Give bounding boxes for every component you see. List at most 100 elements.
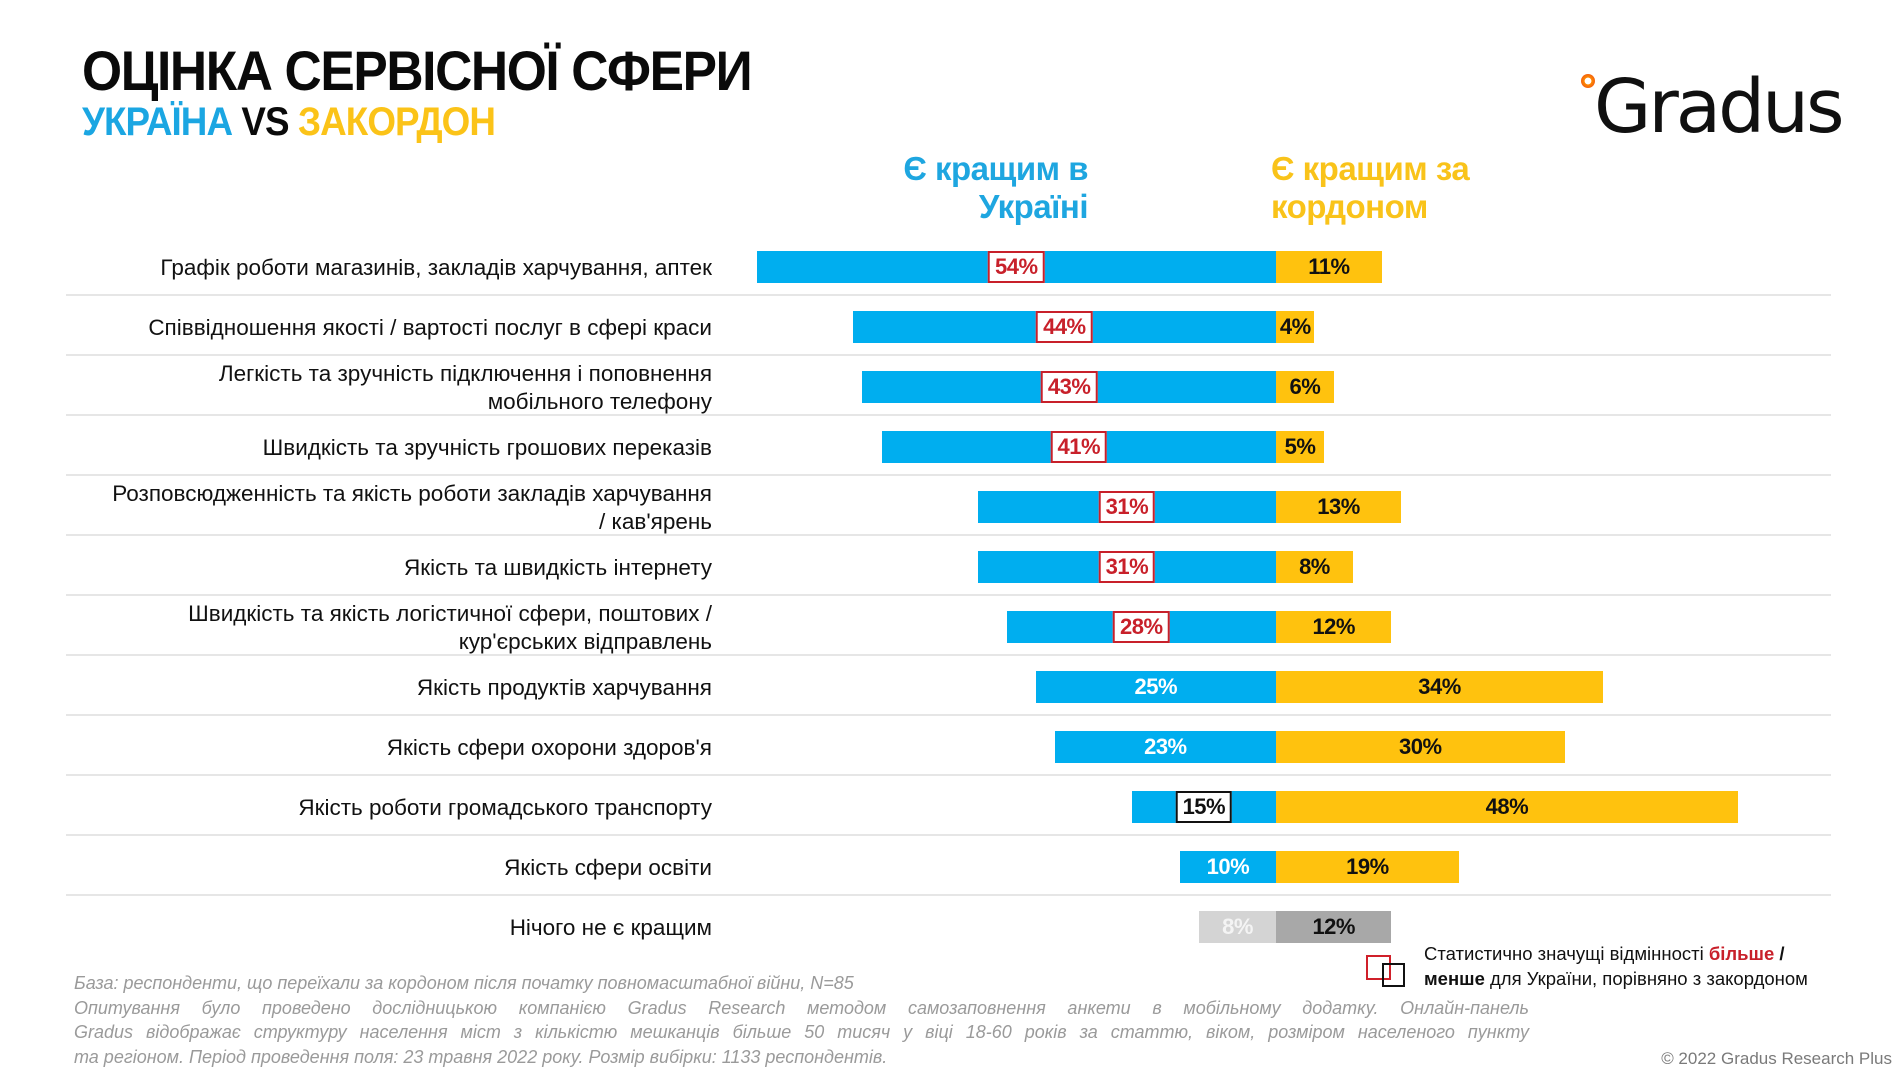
bar-abroad (1276, 311, 1315, 343)
copyright: © 2022 Gradus Research Plus (1661, 1049, 1892, 1068)
value-label-abroad: 12% (1312, 914, 1355, 939)
category-label: Якість сфери освіти (32, 854, 712, 882)
bar-abroad (1276, 491, 1402, 523)
value-label-ukraine: 10% (1206, 854, 1250, 879)
value-label-ukraine-significant: 28% (1113, 611, 1170, 643)
column-header-ukraine-line1: Є кращим в (903, 150, 1088, 187)
row-divider (66, 474, 1831, 476)
category-label-line: Розповсюдженність та якість роботи закла… (112, 481, 712, 506)
value-label-abroad: 6% (1289, 374, 1321, 399)
page-subtitle: УКРАЇНА VS ЗАКОРДОН (82, 100, 496, 145)
value-label-ukraine-significant: 31% (1098, 491, 1156, 523)
category-label-line: Графік роботи магазинів, закладів харчув… (160, 255, 712, 280)
page-title: ОЦІНКА СЕРВІСНОЇ СФЕРИ (82, 39, 753, 102)
bar-ukraine (1199, 911, 1276, 943)
bar-abroad (1276, 671, 1604, 703)
value-label-ukraine-significant: 41% (1050, 431, 1108, 463)
bar-ukraine (1054, 731, 1276, 763)
value-label-abroad: 12% (1312, 614, 1355, 639)
gradus-dot-icon (1581, 74, 1595, 88)
category-label-line: Співвідношення якості / вартості послуг … (148, 315, 712, 340)
row-divider (66, 414, 1831, 416)
category-label: Якість роботи громадського транспорту (32, 794, 712, 822)
logo-text: Gradus (1594, 64, 1845, 150)
subtitle-vs: VS (241, 100, 289, 144)
row-divider (66, 714, 1831, 716)
category-label-line: Швидкість та якість логістичної сфери, п… (188, 601, 712, 626)
legend-line-2: менше для України, порівняно з закордоно… (1424, 966, 1808, 991)
bar-abroad (1276, 251, 1382, 283)
legend-text-1: Статистично значущі відмінності (1424, 943, 1709, 964)
row-divider (66, 294, 1831, 296)
value-label-abroad: 8% (1299, 554, 1330, 579)
row-divider (66, 834, 1831, 836)
category-label-line: Якість та швидкість інтернету (403, 555, 712, 580)
category-label-line: Якість сфери охорони здоров'я (386, 735, 712, 760)
category-label: Якість сфери охорони здоров'я (32, 734, 712, 762)
legend-slash: / (1774, 943, 1785, 964)
bar-abroad (1276, 851, 1459, 883)
bar-abroad (1276, 791, 1738, 823)
category-label: Розповсюдженність та якість роботи закла… (32, 480, 712, 536)
row-divider (66, 594, 1831, 596)
category-label: Легкість та зручність підключення і попо… (32, 360, 712, 416)
value-label-ukraine-significant: 43% (1040, 371, 1098, 403)
category-label: Швидкість та якість логістичної сфери, п… (32, 600, 712, 656)
value-label-abroad: 48% (1485, 794, 1529, 819)
subtitle-abroad: ЗАКОРДОН (297, 100, 496, 144)
category-label: Нічого не є кращим (32, 914, 712, 942)
category-label-line: Якість сфери освіти (504, 855, 712, 880)
value-label-ukraine-significant: 44% (1036, 311, 1093, 343)
category-label-line: кур'єрських відправлень (458, 629, 712, 654)
legend-more-label: більше (1708, 943, 1775, 964)
column-header-abroad-line2: кордоном (1271, 188, 1428, 225)
category-label: Співвідношення якості / вартості послуг … (32, 314, 712, 342)
value-label-ukraine-significant: 31% (1098, 551, 1156, 583)
category-label-line: Швидкість та зручність грошових переказі… (262, 435, 712, 460)
bar-abroad (1276, 611, 1392, 643)
category-label-line: Легкість та зручність підключення і попо… (218, 361, 712, 386)
bar-ukraine (1179, 851, 1276, 883)
footnote: База: респонденти, що переїхали за кордо… (74, 971, 1534, 1069)
bar-abroad (1276, 731, 1565, 763)
legend-text-2: для України, порівняно з закордоном (1484, 968, 1808, 989)
bar-abroad (1276, 431, 1325, 463)
category-label-line: / кав'ярень (599, 509, 712, 534)
subtitle-ukraine: УКРАЇНА (82, 100, 233, 144)
value-label-abroad: 4% (1279, 314, 1311, 339)
bar-abroad (1276, 911, 1392, 943)
category-label-line: Якість роботи громадського транспорту (298, 795, 712, 820)
footnote-base: База: респонденти, що переїхали за кордо… (74, 973, 854, 993)
legend-text: Статистично значущі відмінності більше /… (1424, 941, 1808, 991)
gradus-logo: Gradus (1576, 64, 1846, 154)
row-divider (66, 534, 1831, 536)
bar-ukraine (1035, 671, 1276, 703)
row-divider (66, 654, 1831, 656)
column-header-abroad-line1: Є кращим за (1271, 150, 1470, 187)
value-label-abroad: 11% (1308, 254, 1350, 279)
footnote-method-1: Опитування було проведено дослідницькою … (74, 997, 1529, 1018)
legend-less-square-icon (1382, 963, 1405, 987)
column-header-ukraine: Є кращим в Україні (903, 150, 1088, 226)
category-label-line: Якість продуктів харчування (416, 675, 712, 700)
value-label-ukraine: 25% (1134, 674, 1178, 699)
row-divider (66, 354, 1831, 356)
value-label-abroad: 30% (1399, 734, 1442, 759)
value-label-ukraine-significant: 15% (1175, 791, 1233, 823)
value-label-abroad: 19% (1346, 854, 1389, 879)
category-label-line: мобільного телефону (487, 389, 712, 414)
row-divider (66, 894, 1831, 896)
bar-abroad (1276, 371, 1334, 403)
bar-abroad (1276, 551, 1353, 583)
footnote-method-3: та регіоном. Період проведення поля: 23 … (74, 1046, 888, 1067)
value-label-abroad: 34% (1418, 674, 1461, 699)
value-label-abroad: 5% (1284, 434, 1316, 459)
value-label-ukraine-significant: 54% (987, 251, 1045, 283)
category-label: Графік роботи магазинів, закладів харчув… (32, 254, 712, 282)
legend-more-square-icon (1366, 955, 1391, 980)
category-label: Швидкість та зручність грошових переказі… (32, 434, 712, 462)
legend-less-label: менше (1424, 968, 1485, 989)
category-label: Якість продуктів харчування (32, 674, 712, 702)
value-label-abroad: 13% (1317, 494, 1360, 519)
value-label-ukraine: 8% (1222, 914, 1253, 939)
